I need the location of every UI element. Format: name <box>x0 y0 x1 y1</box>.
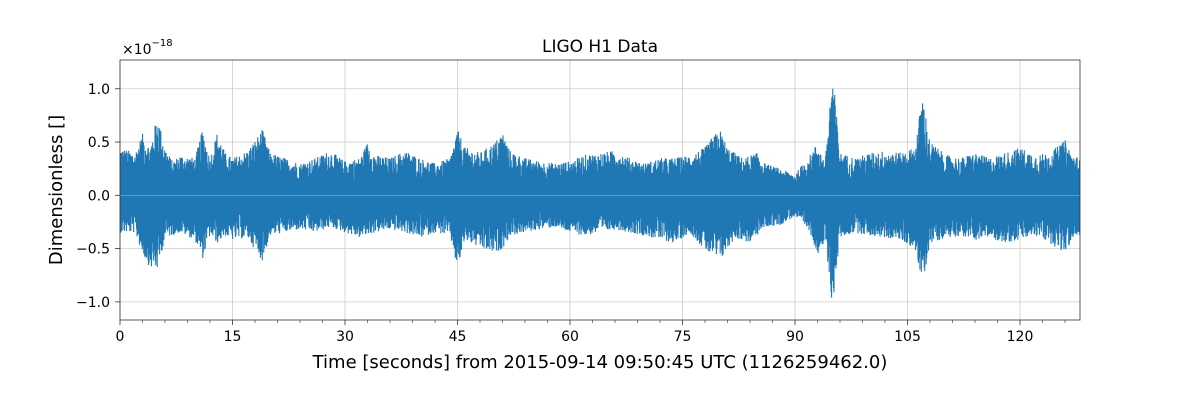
x-tick-label: 90 <box>786 329 804 345</box>
y-axis: −1.0 −0.5 0.0 0.5 1.0 <box>76 82 120 311</box>
x-axis-label: Time [seconds] from 2015-09-14 09:50:45 … <box>312 352 888 373</box>
x-tick-label: 105 <box>894 329 921 345</box>
y-tick-label: 0.0 <box>88 188 110 204</box>
x-tick-label: 45 <box>449 329 467 345</box>
plot-frame <box>119 59 1081 321</box>
y-tick-label: 1.0 <box>88 82 110 98</box>
x-tick-label: 15 <box>224 329 242 345</box>
y-tick-label: −0.5 <box>76 242 110 258</box>
y-tick-label: −1.0 <box>76 295 110 311</box>
x-tick-label: 75 <box>674 329 692 345</box>
chart-title: LIGO H1 Data <box>542 37 658 57</box>
series-layer <box>120 88 1080 298</box>
y-axis-label: Dimensionless [] <box>46 115 67 265</box>
y-tick-label: 0.5 <box>88 135 110 151</box>
x-axis: 0 15 30 45 60 75 90 105 120 <box>116 320 1066 345</box>
y-scale-exponent: −18 <box>152 38 173 49</box>
x-tick-label: 60 <box>561 329 579 345</box>
series-line <box>120 88 1080 298</box>
y-scale-label: ×10−18 <box>122 38 173 58</box>
x-tick-label: 0 <box>116 329 125 345</box>
y-scale-base: ×10 <box>122 42 152 58</box>
x-tick-label: 30 <box>336 329 354 345</box>
x-tick-label: 120 <box>1007 329 1034 345</box>
